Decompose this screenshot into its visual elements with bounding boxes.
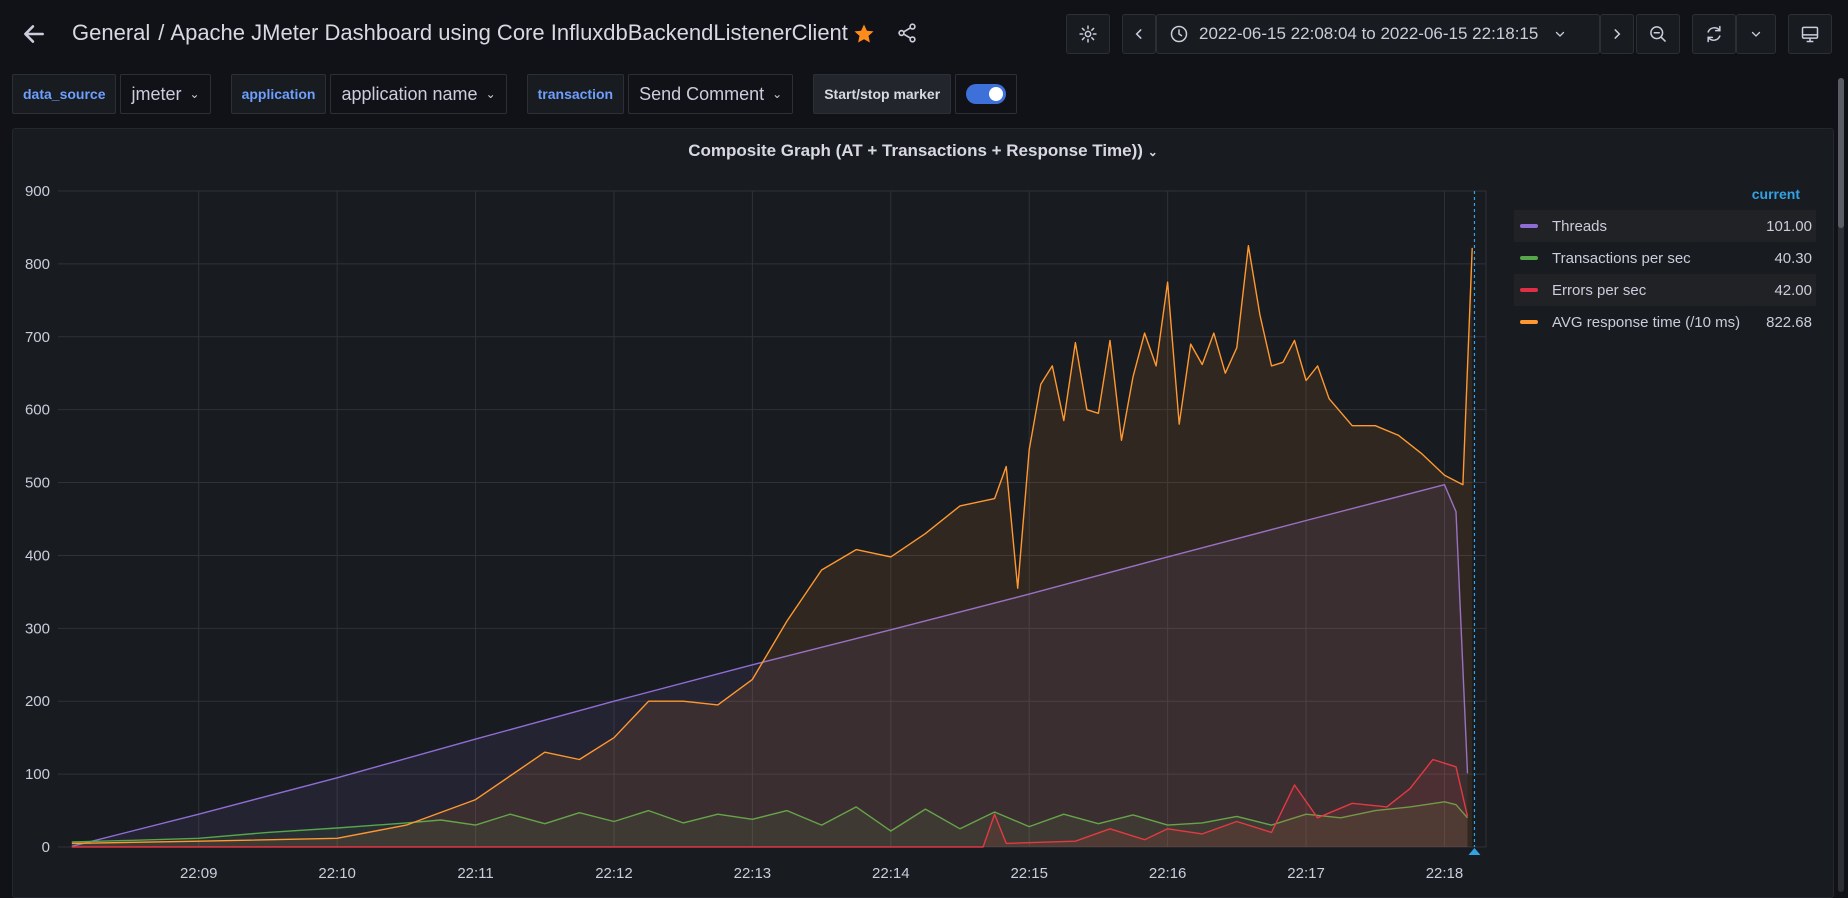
variable-label-data-source: data_source — [12, 74, 117, 114]
back-button[interactable] — [18, 18, 50, 50]
dashboard-title[interactable]: Apache JMeter Dashboard using Core Influ… — [170, 20, 848, 45]
legend-item[interactable]: Errors per sec 42.00 — [1514, 274, 1816, 306]
arrow-left-icon — [24, 25, 44, 43]
time-shift-back-button[interactable] — [1122, 14, 1156, 54]
toggle-switch — [966, 84, 1007, 104]
star-icon — [854, 24, 874, 43]
star-button[interactable] — [852, 22, 876, 51]
chevron-down-icon: ⌄ — [485, 87, 496, 101]
marker-toggle[interactable] — [955, 74, 1018, 114]
legend-name: Threads — [1552, 217, 1608, 235]
legend-swatch — [1520, 256, 1538, 260]
refresh-button[interactable] — [1692, 14, 1736, 54]
legend-value: 40.30 — [1774, 249, 1812, 267]
page-scrollbar-thumb[interactable] — [1838, 78, 1844, 228]
chevron-left-icon — [1135, 29, 1142, 39]
legend-value: 101.00 — [1766, 217, 1812, 235]
legend-name: Transactions per sec — [1552, 249, 1691, 267]
marker-label: Start/stop marker — [813, 74, 952, 114]
chevron-down-icon: ⌄ — [1147, 145, 1158, 159]
clock-icon — [1170, 25, 1188, 43]
variable-select-transaction[interactable]: Send Comment ⌄ — [628, 74, 794, 114]
panel-title[interactable]: Composite Graph (AT + Transactions + Res… — [13, 141, 1833, 161]
variable-value: Send Comment — [639, 83, 765, 104]
monitor-icon — [1801, 26, 1819, 43]
legend-value: 42.00 — [1774, 281, 1812, 299]
time-range-text: 2022-06-15 22:08:04 to 2022-06-15 22:18:… — [1199, 24, 1539, 43]
graph-legend: current Threads 101.00 Transactions per se… — [1514, 186, 1816, 338]
breadcrumb: General / Apache JMeter Dashboard using Co… — [72, 20, 848, 46]
legend-name: AVG response time (/10 ms) — [1552, 313, 1741, 331]
dashboard-settings-button[interactable] — [1066, 14, 1110, 54]
chevron-right-icon — [1614, 29, 1621, 39]
refresh-icon — [1707, 25, 1721, 43]
variable-label-transaction: transaction — [526, 74, 625, 114]
tv-mode-button[interactable] — [1788, 14, 1832, 54]
page-scrollbar[interactable] — [1838, 78, 1844, 892]
chevron-down-icon: ⌄ — [189, 87, 200, 101]
legend-swatch — [1520, 320, 1538, 324]
legend-item[interactable]: Threads 101.00 — [1514, 210, 1816, 242]
top-navbar: General / Apache JMeter Dashboard using Co… — [0, 0, 1848, 68]
legend-swatch — [1520, 224, 1538, 228]
variable-value: jmeter — [131, 83, 182, 104]
variable-value: application name — [341, 83, 478, 104]
chevron-down-icon: ⌄ — [772, 87, 783, 101]
share-icon — [898, 23, 916, 43]
legend-item[interactable]: Transactions per sec 40.30 — [1514, 242, 1816, 274]
chevron-down-icon — [1751, 31, 1761, 37]
variable-select-data-source[interactable]: jmeter ⌄ — [120, 74, 211, 114]
time-range-picker[interactable]: 2022-06-15 22:08:04 to 2022-06-15 22:18:… — [1156, 14, 1600, 54]
breadcrumb-folder[interactable]: General — [72, 20, 151, 45]
variable-select-application[interactable]: application name ⌄ — [330, 74, 507, 114]
chevron-down-icon — [1556, 31, 1565, 37]
variable-label-application: application — [230, 74, 327, 114]
zoom-out-icon — [1650, 26, 1666, 42]
legend-header-current[interactable]: current — [1751, 186, 1800, 202]
time-shift-forward-button[interactable] — [1600, 14, 1634, 54]
panel-title-text: Composite Graph (AT + Transactions + Res… — [688, 141, 1143, 160]
legend-swatch — [1520, 288, 1538, 292]
legend-name: Errors per sec — [1552, 281, 1647, 299]
gear-icon — [1079, 25, 1097, 43]
variables-bar: data_source jmeter ⌄ application applicat… — [12, 74, 1018, 114]
legend-item[interactable]: AVG response time (/10 ms) 822.68 — [1514, 306, 1816, 338]
refresh-interval-dropdown[interactable] — [1736, 14, 1776, 54]
share-button[interactable] — [896, 22, 918, 49]
zoom-out-button[interactable] — [1636, 14, 1680, 54]
breadcrumb-separator: / — [158, 20, 165, 45]
legend-value: 822.68 — [1766, 313, 1812, 331]
